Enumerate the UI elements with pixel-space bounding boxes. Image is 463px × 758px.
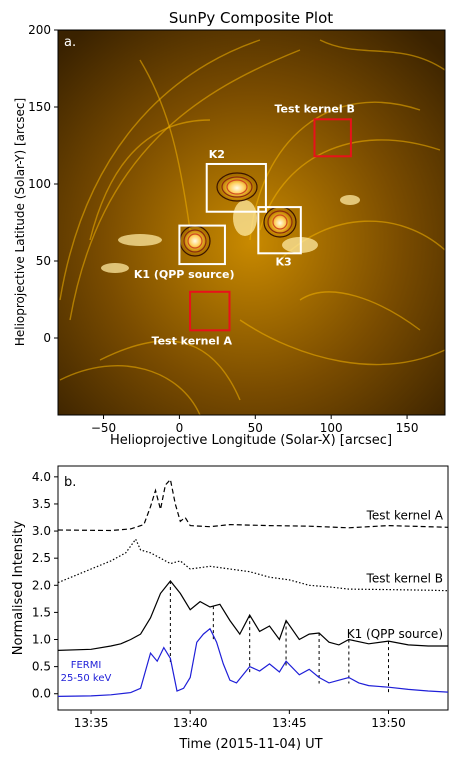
contour-k1: [179, 225, 211, 257]
series-line-test-kernel-a: [57, 478, 449, 532]
panel-b-series: [57, 478, 449, 697]
solar-image: [58, 30, 445, 415]
x-tick-label: 50: [248, 421, 263, 435]
panel-a-xlabel: Helioprojective Longitude (Solar-X) [arc…: [110, 433, 392, 448]
panel-b-label: b.: [64, 475, 76, 490]
y-tick-label: 3.5: [32, 497, 51, 511]
region-box-k2: [205, 162, 267, 213]
y-tick-label: 100: [28, 177, 51, 191]
y-tick-label: 200: [28, 23, 51, 37]
series-label: Test kernel B: [366, 572, 443, 586]
panel-a-axes: −50 0 50 100 150 0 50 100 150 200: [28, 23, 418, 435]
series-line-k1-qpp-source: [57, 580, 448, 651]
x-tick-label: 13:35: [74, 716, 109, 730]
y-tick-label: 2.0: [32, 578, 51, 592]
y-tick-label: 0.0: [32, 687, 51, 701]
y-tick-label: 50: [36, 254, 51, 268]
qpp-peak-markers: [169, 580, 390, 694]
fermi-label-line2: 25-50 keV: [61, 673, 112, 684]
contour-k2: [216, 172, 258, 202]
region-label: Test kernel B: [275, 102, 355, 115]
y-tick-label: 3.0: [32, 524, 51, 538]
region-label: K3: [275, 255, 291, 268]
fermi-label-line1: FERMI: [71, 660, 102, 671]
region-label: K1 (QPP source): [134, 268, 235, 281]
y-tick-label: 1.0: [32, 633, 51, 647]
y-tick-label: 0.5: [32, 660, 51, 674]
x-tick-label: −50: [91, 421, 116, 435]
x-tick-label: 13:40: [173, 716, 208, 730]
panel-a-ylabel: Helioprojective Latitude (Solar-Y) [arcs…: [13, 98, 27, 346]
panel-b: b. 13:35 13:40 13:45 13:50 0.0 0.5 1.0 1.5 2.0 2.…: [11, 465, 449, 752]
series-line-test-kernel-b: [57, 538, 449, 592]
panel-a-frame: [57, 29, 446, 416]
series-label: Test kernel A: [366, 508, 444, 522]
region-label: K2: [209, 148, 225, 161]
x-tick-label: 13:45: [272, 716, 307, 730]
contour-k3: [263, 206, 297, 238]
panel-a-title: SunPy Composite Plot: [169, 9, 333, 27]
series-label: K1 (QPP source): [347, 627, 443, 641]
y-tick-label: 4.0: [32, 470, 51, 484]
x-tick-label: 100: [320, 421, 343, 435]
panel-b-xlabel: Time (2015-11-04) UT: [178, 737, 322, 752]
panel-b-ylabel: Normalised Intensity: [11, 521, 26, 656]
region-box-k3: [257, 206, 302, 255]
y-tick-label: 1.5: [32, 605, 51, 619]
panel-a: SunPy Composite Plot: [13, 9, 446, 448]
y-tick-label: 2.5: [32, 551, 51, 565]
series-labels: Test kernel A Test kernel B K1 (QPP source…: [347, 508, 444, 641]
region-boxes: K1 (QPP source) K2 K3 Test kernel A Test ker…: [134, 102, 355, 347]
coronal-loops: [59, 39, 445, 415]
panel-b-frame: [57, 465, 449, 711]
panel-a-label: a.: [64, 35, 76, 50]
region-box-k1-qpp-source: [178, 224, 226, 266]
region-label: Test kernel A: [152, 334, 233, 347]
series-line-fermi-25-50-kev: [57, 627, 449, 697]
x-tick-label: 13:50: [371, 716, 406, 730]
region-box-test-kernel-a: [189, 290, 231, 332]
panel-b-axes: 13:35 13:40 13:45 13:50 0.0 0.5 1.0 1.5 2.0 2.5 3.…: [32, 470, 406, 730]
bright-features: [101, 195, 360, 273]
y-tick-label: 0: [43, 331, 51, 345]
x-tick-label: 0: [176, 421, 184, 435]
x-tick-label: 150: [396, 421, 419, 435]
y-tick-label: 150: [28, 100, 51, 114]
region-box-test-kernel-b: [313, 118, 352, 158]
